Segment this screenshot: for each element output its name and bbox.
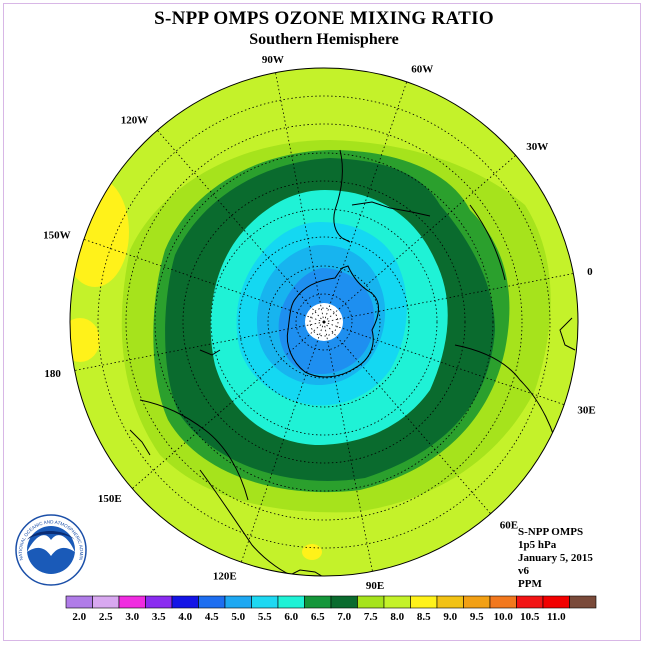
colorbar-label: 7.5 bbox=[364, 611, 378, 623]
colorbar-label: 10.0 bbox=[494, 611, 514, 623]
latitude-circle-85s bbox=[309, 307, 339, 337]
map-title: S-NPP OMPS OZONE MIXING RATIO bbox=[154, 8, 494, 29]
figure-frame bbox=[3, 3, 641, 641]
meridian-label: 90W bbox=[262, 54, 284, 66]
latitude-circle-50s bbox=[210, 208, 438, 436]
colorbar-swatch bbox=[145, 595, 173, 609]
meridian-label: 0 bbox=[587, 266, 593, 278]
latitude-circle-10s bbox=[97, 95, 551, 549]
colorbar-swatch bbox=[542, 595, 570, 609]
colorbar-swatch bbox=[330, 595, 358, 609]
latitude-circle-20s bbox=[125, 123, 523, 521]
colorbar-swatch bbox=[277, 595, 305, 609]
info-instrument: S-NPP OMPS bbox=[518, 526, 584, 538]
colorbar-label: 3.5 bbox=[152, 611, 166, 623]
island-coast bbox=[129, 429, 151, 456]
australia-coast-south bbox=[199, 469, 301, 576]
colorbar-label: 4.5 bbox=[205, 611, 219, 623]
latitude-circle-80s bbox=[295, 293, 353, 351]
colorbar-label: 2.5 bbox=[99, 611, 113, 623]
antarctica-coast bbox=[286, 265, 379, 378]
colorbar-label: 4.0 bbox=[178, 611, 192, 623]
high-ozone-patch-dateline bbox=[70, 318, 100, 362]
map-boundary bbox=[69, 67, 579, 577]
south-pole-dot bbox=[322, 320, 326, 324]
meridian-label: 150W bbox=[43, 230, 71, 242]
meridian-label: 120E bbox=[213, 570, 237, 582]
meridian-label: 90E bbox=[366, 580, 384, 592]
colorbar-label: 11.0 bbox=[547, 611, 566, 623]
noaa-logo-bird bbox=[27, 535, 75, 556]
latitude-circle-60s bbox=[238, 236, 410, 408]
colorbar-swatch bbox=[65, 595, 93, 609]
colorbar-swatch bbox=[463, 595, 491, 609]
colorbar-swatch bbox=[410, 595, 438, 609]
latitude-circle-40s bbox=[182, 180, 466, 464]
colorbar-swatch bbox=[569, 595, 597, 609]
info-date: January 5, 2015 bbox=[518, 552, 593, 564]
meridian-label: 30W bbox=[526, 141, 548, 153]
atlantic-coast bbox=[469, 204, 506, 281]
colorbar-swatch bbox=[383, 595, 411, 609]
colorbar-swatch bbox=[198, 595, 226, 609]
colorbar-label: 3.0 bbox=[125, 611, 139, 623]
colorbar-label: 5.0 bbox=[231, 611, 245, 623]
latitude-circle-30s bbox=[154, 152, 494, 492]
colorbar-label: 8.5 bbox=[417, 611, 431, 623]
contour-field bbox=[70, 68, 578, 576]
colorbar-swatch bbox=[224, 595, 252, 609]
colorbar-swatch bbox=[516, 595, 544, 609]
colorbar-swatch bbox=[436, 595, 464, 609]
colorbar-label: 2.0 bbox=[72, 611, 86, 623]
colorbar-swatch bbox=[118, 595, 146, 609]
colorbar-swatch bbox=[357, 595, 385, 609]
noaa-logo-text: NOAA bbox=[38, 539, 65, 549]
latitude-circle-70s bbox=[267, 265, 381, 379]
colorbar-label: 6.0 bbox=[284, 611, 298, 623]
africa-tip bbox=[559, 317, 576, 351]
meridian-label: 180 bbox=[44, 368, 61, 380]
colorbar-swatch bbox=[92, 595, 120, 609]
colorbar-label: 10.5 bbox=[520, 611, 540, 623]
noaa-logo-sky bbox=[27, 531, 75, 540]
colorbar-swatch bbox=[304, 595, 332, 609]
colorbar-label: 9.5 bbox=[470, 611, 484, 623]
meridian-label: 120W bbox=[121, 115, 149, 127]
map-subtitle: Southern Hemisphere bbox=[249, 31, 399, 48]
noaa-logo-ring-text: NATIONAL OCEANIC AND ATMOSPHERIC ADMINIS… bbox=[0, 0, 84, 561]
meridian-label: 150E bbox=[98, 493, 122, 505]
noaa-logo-ring-textpath: NATIONAL OCEANIC AND ATMOSPHERIC ADMINIS… bbox=[0, 0, 84, 561]
colorbar-label: 5.5 bbox=[258, 611, 272, 623]
colorbar-label: 6.5 bbox=[311, 611, 325, 623]
meridian-label: 60W bbox=[411, 64, 433, 76]
info-level: 1p5 hPa bbox=[518, 539, 557, 551]
info-units: PPM bbox=[518, 578, 542, 590]
meridian-label: 30E bbox=[577, 404, 595, 416]
colorbar-label: 9.0 bbox=[443, 611, 457, 623]
colorbar: 2.0 2.5 3.0 3.5 4.0 4.5 5.0 5.5 6.0 6.5 7.0 7.5 8.0 8… bbox=[65, 595, 597, 623]
high-ozone-patch-south bbox=[302, 544, 322, 560]
colorbar-swatch bbox=[489, 595, 517, 609]
new-zealand-coast bbox=[199, 349, 221, 356]
high-ozone-patch-west bbox=[70, 177, 129, 287]
colorbar-swatch bbox=[251, 595, 279, 609]
colorbar-swatch bbox=[171, 595, 199, 609]
south-america-tip bbox=[333, 149, 351, 243]
drake-coast bbox=[351, 201, 431, 217]
colorbar-label: 8.0 bbox=[390, 611, 404, 623]
australia-coast-west bbox=[139, 399, 249, 501]
graticule bbox=[74, 72, 574, 572]
colorbar-label: 7.0 bbox=[337, 611, 351, 623]
meridian-label: 60E bbox=[500, 519, 518, 531]
info-version: v6 bbox=[518, 565, 529, 577]
meridian-labels: 0 30E 60E 90E 120E 150E 180 150W 120W 90W 60W 30W bbox=[43, 54, 596, 592]
